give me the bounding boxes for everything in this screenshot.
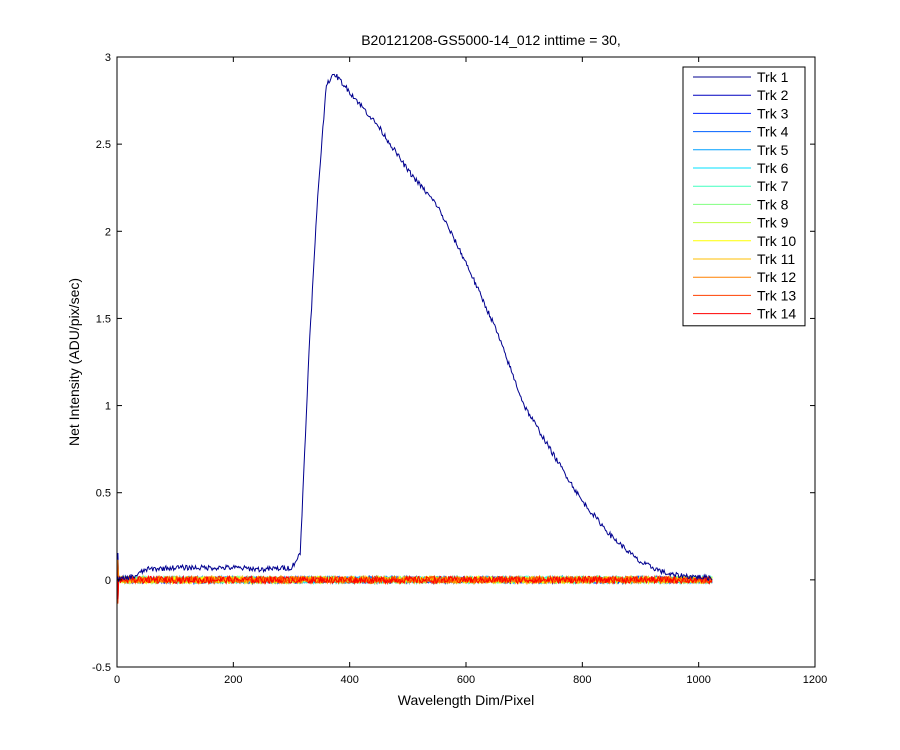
legend-label: Trk 10 — [757, 233, 796, 249]
y-tick-label: 2.5 — [96, 139, 111, 151]
x-tick-label: 400 — [340, 674, 358, 686]
legend-label: Trk 13 — [757, 287, 796, 303]
y-axis-label: Net Intensity (ADU/pix/sec) — [66, 278, 82, 446]
legend-label: Trk 6 — [757, 160, 789, 176]
legend-label: Trk 7 — [757, 178, 789, 194]
y-tick-label: 1.5 — [96, 313, 111, 325]
y-tick-label: 0 — [105, 575, 111, 587]
legend-label: Trk 12 — [757, 269, 796, 285]
chart-title: B20121208-GS5000-14_012 inttime = 30, — [361, 32, 621, 48]
legend-label: Trk 14 — [757, 306, 796, 322]
legend-label: Trk 2 — [757, 87, 789, 103]
series-line-trk-13 — [116, 574, 713, 604]
legend-label: Trk 9 — [757, 215, 789, 231]
y-tick-label: 0.5 — [96, 488, 111, 500]
x-tick-label: 1200 — [803, 674, 827, 686]
y-tick-label: 1 — [105, 401, 111, 413]
legend-label: Trk 3 — [757, 105, 789, 121]
legend-label: Trk 1 — [757, 69, 789, 85]
x-tick-label: 0 — [114, 674, 120, 686]
y-tick-label: -0.5 — [92, 662, 111, 674]
y-tick-label: 2 — [105, 226, 111, 238]
series-line-trk-1 — [116, 73, 713, 582]
x-tick-label: 800 — [573, 674, 591, 686]
ticks-layer: 0 200 400 600 800 1000 1200-0.500.511.522.53 — [92, 52, 827, 686]
x-axis-label: Wavelength Dim/Pixel — [398, 692, 534, 708]
series-line-trk-14 — [116, 561, 713, 600]
series-layer — [116, 73, 713, 607]
legend-label: Trk 8 — [757, 196, 789, 212]
x-tick-label: 200 — [224, 674, 242, 686]
x-tick-label: 1000 — [686, 674, 710, 686]
legend-label: Trk 4 — [757, 124, 789, 140]
x-tick-label: 600 — [457, 674, 475, 686]
legend-label: Trk 11 — [757, 251, 795, 267]
legend-label: Trk 5 — [757, 142, 789, 158]
y-tick-label: 3 — [105, 52, 111, 64]
legend-box — [682, 66, 806, 327]
legend: Trk 1 Trk 2 Trk 3 Trk 4 Trk 5 Trk 6 Trk 7 Trk 8… — [682, 66, 806, 327]
